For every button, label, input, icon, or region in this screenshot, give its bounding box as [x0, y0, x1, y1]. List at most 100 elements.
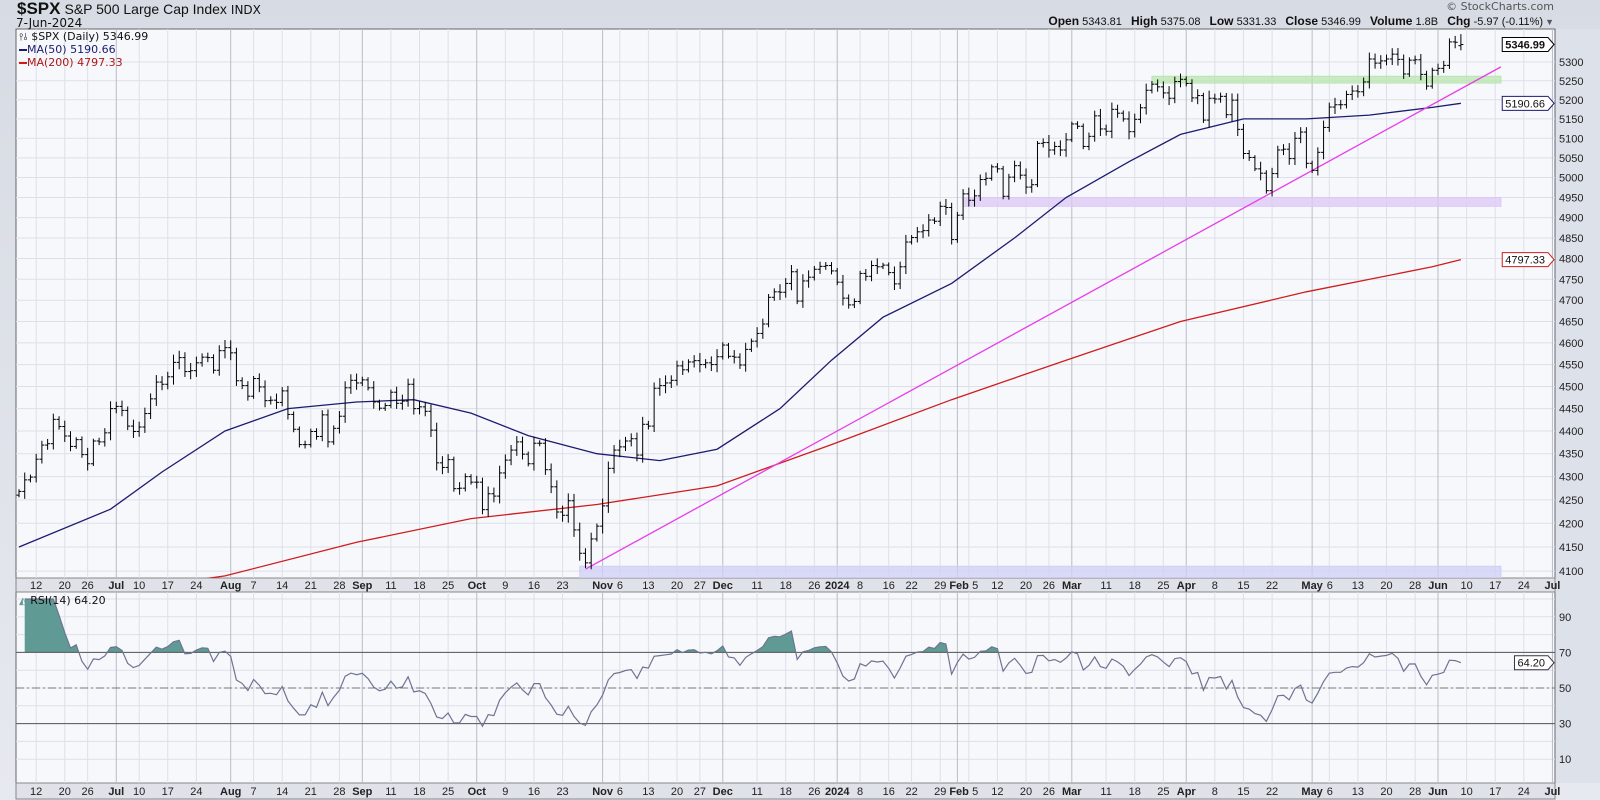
exchange: INDX: [230, 3, 261, 17]
ohlc-bar: [216, 345, 222, 376]
volume-label: Volume: [1369, 14, 1413, 28]
ohlc-bar: [1406, 57, 1412, 77]
ohlc-bar: [846, 294, 852, 309]
ohlc-bar: [193, 356, 199, 377]
y-tick-label: 5200: [1559, 95, 1583, 107]
ohlc-bar: [325, 409, 331, 448]
x-tick-label: 22: [905, 786, 917, 798]
ohlc-bar: [474, 475, 480, 489]
ohlc-bar: [600, 498, 606, 534]
ohlc-bar: [886, 262, 892, 276]
ohlc-bar: [1269, 167, 1275, 197]
ohlc-bar: [874, 258, 880, 275]
rsi-tag-text: 64.20: [1517, 658, 1545, 670]
ohlc-bar: [62, 420, 68, 442]
ohlc-bar: [33, 453, 39, 483]
chart-title: $SPX S&P 500 Large Cap Index INDX: [17, 0, 261, 19]
ohlc-bar: [628, 433, 634, 447]
index-name: S&P 500 Large Cap Index: [64, 1, 227, 17]
ohlc-bar: [748, 338, 754, 352]
ohlc-bar: [651, 382, 657, 432]
ohlc-bar: [285, 385, 291, 420]
ohlc-bar: [960, 189, 966, 220]
ohlc-bar: [977, 174, 983, 201]
chg-value: -5.97 (-0.11%): [1473, 16, 1544, 28]
x-tick-label: 10: [1460, 786, 1472, 798]
ohlc-bar: [1080, 123, 1086, 150]
x-tick-label: Nov: [592, 580, 614, 592]
ohlc-bar: [1281, 144, 1287, 156]
ohlc-bar: [1120, 110, 1126, 122]
ohlc-bar: [365, 377, 371, 391]
right-axis-strip: [1556, 29, 1600, 783]
ohlc-bar: [737, 353, 743, 369]
ma50-swatch-icon: [19, 49, 27, 51]
ohlc-bar: [1178, 73, 1184, 88]
bar-chart-icon: ⫯⫰: [19, 32, 28, 43]
y-tick-label: 4850: [1559, 233, 1583, 245]
x-tick-label: 29: [934, 580, 946, 592]
ohlc-bar: [920, 224, 926, 239]
x-tick-label: Jun: [1428, 786, 1448, 798]
y-tick-label: 4800: [1559, 253, 1583, 265]
x-tick-label: Jul: [108, 786, 124, 798]
ohlc-bar: [1092, 110, 1098, 142]
ohlc-bar: [1401, 54, 1407, 79]
ohlc-bar: [1321, 120, 1327, 160]
ohlc-bar: [800, 274, 806, 308]
x-tick-label: 15: [1237, 580, 1249, 592]
x-tick-label: 2024: [825, 786, 850, 798]
ohlc-bar: [1069, 121, 1075, 143]
ohlc-bar: [1097, 108, 1103, 136]
ohlc-bar: [239, 377, 245, 390]
low-value: 5331.33: [1236, 16, 1277, 28]
rsi-tag: 64.20: [1513, 655, 1555, 671]
ohlc-bar: [228, 340, 234, 361]
x-tick-label: 25: [1157, 786, 1169, 798]
rsi-y-tick-label: 90: [1559, 612, 1571, 624]
y-tick-label: 4600: [1559, 338, 1583, 350]
ohlc-bar: [617, 439, 623, 458]
x-tick-label: 11: [385, 786, 396, 798]
x-tick-label: Mar: [1062, 580, 1082, 592]
ohlc-bar: [1075, 121, 1081, 129]
ohlc-bar: [73, 437, 79, 449]
ohlc-bar: [663, 375, 669, 394]
ohlc-bar: [188, 363, 194, 380]
high-label: High: [1130, 14, 1158, 28]
ohlc-bar: [1246, 150, 1252, 161]
x-tick-label: 8: [1212, 580, 1218, 592]
ohlc-bar: [903, 234, 909, 275]
x-tick-label: 12: [991, 786, 1003, 798]
x-tick-label: 28: [1409, 786, 1421, 798]
ohlc-bar: [771, 288, 777, 301]
x-tick-label: Apr: [1177, 580, 1197, 592]
ohlc-bar: [1429, 67, 1435, 89]
dropdown-caret-icon[interactable]: ▼: [1545, 17, 1554, 27]
ohlc-bar: [1258, 161, 1264, 181]
rsi-legend: ◭ RSI(14) 64.20: [19, 595, 106, 608]
x-tick-label: 10: [1460, 580, 1472, 592]
x-tick-label: 22: [905, 580, 917, 592]
x-tick-label: 10: [133, 580, 145, 592]
ohlc-bar: [783, 278, 789, 298]
x-tick-label: 9: [502, 580, 508, 592]
ohlc-bar: [914, 226, 920, 243]
ohlc-bar: [16, 489, 22, 498]
ohlc-bar: [319, 410, 325, 442]
ohlc-bar: [857, 270, 863, 305]
ohlc-bar: [348, 374, 354, 394]
x-tick-label: 11: [1100, 580, 1111, 592]
ohlc-bar: [1223, 92, 1229, 119]
ohlc-bar: [1338, 100, 1344, 110]
ohlc-bar: [766, 294, 772, 328]
ohlc-bar: [560, 505, 566, 522]
ohlc-bar: [1200, 92, 1206, 123]
ohlc-bar: [434, 422, 440, 471]
ohlc-bar: [148, 393, 154, 420]
x-tick-label: 11: [1100, 786, 1111, 798]
ohlc-bar: [1229, 93, 1235, 122]
x-tick-label: 12: [991, 580, 1003, 592]
ohlc-bar: [594, 523, 600, 542]
y-tick-label: 4150: [1559, 542, 1583, 554]
